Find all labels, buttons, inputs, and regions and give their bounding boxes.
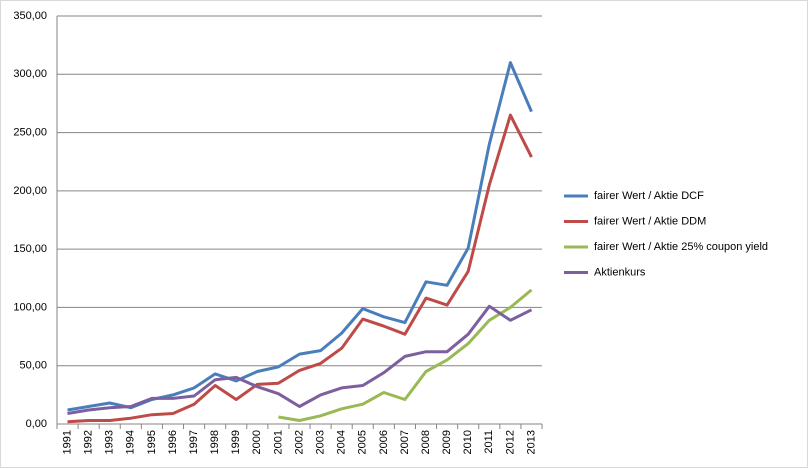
x-tick-label: 2001 <box>272 430 284 454</box>
x-tick-label: 2010 <box>462 430 474 454</box>
x-tick-label: 2006 <box>378 430 390 454</box>
y-tick-label: 250,00 <box>13 126 47 138</box>
x-tick-label: 1998 <box>209 430 221 454</box>
legend-label: Aktienkurs <box>594 266 646 278</box>
x-tick-label: 2011 <box>483 430 495 454</box>
y-tick-label: 0,00 <box>26 418 47 430</box>
x-tick-label: 2004 <box>336 430 348 454</box>
series-line <box>278 288 533 422</box>
legend-label: fairer Wert / Aktie DCF <box>594 190 704 202</box>
y-tick-label: 200,00 <box>13 185 47 197</box>
x-tick-label: 2002 <box>293 430 305 454</box>
x-tick-label: 1996 <box>167 430 179 454</box>
x-tick-label: 1993 <box>104 430 116 454</box>
y-tick-label: 300,00 <box>13 68 47 80</box>
y-tick-label: 100,00 <box>13 301 47 313</box>
x-tick-label: 2005 <box>357 430 369 454</box>
series-line <box>67 304 533 415</box>
y-tick-label: 150,00 <box>13 243 47 255</box>
y-tick-label: 350,00 <box>13 10 47 22</box>
series-line <box>67 113 533 424</box>
x-tick-label: 1992 <box>83 430 95 454</box>
x-tick-label: 2013 <box>525 430 537 454</box>
x-tick-label: 1997 <box>188 430 200 454</box>
x-tick-label: 1991 <box>61 430 73 454</box>
x-tick-label: 2007 <box>399 430 411 454</box>
x-tick-label: 1995 <box>146 430 158 454</box>
x-tick-label: 2012 <box>504 430 516 454</box>
x-tick-label: 1999 <box>230 430 242 454</box>
y-tick-label: 50,00 <box>19 360 47 372</box>
x-tick-label: 2009 <box>441 430 453 454</box>
x-tick-label: 1994 <box>125 430 137 454</box>
legend-label: fairer Wert / Aktie 25% coupon yield <box>594 241 768 253</box>
x-tick-label: 2003 <box>314 430 326 454</box>
x-tick-label: 2000 <box>251 430 263 454</box>
legend-label: fairer Wert / Aktie DDM <box>594 215 706 227</box>
x-tick-label: 2008 <box>420 430 432 454</box>
